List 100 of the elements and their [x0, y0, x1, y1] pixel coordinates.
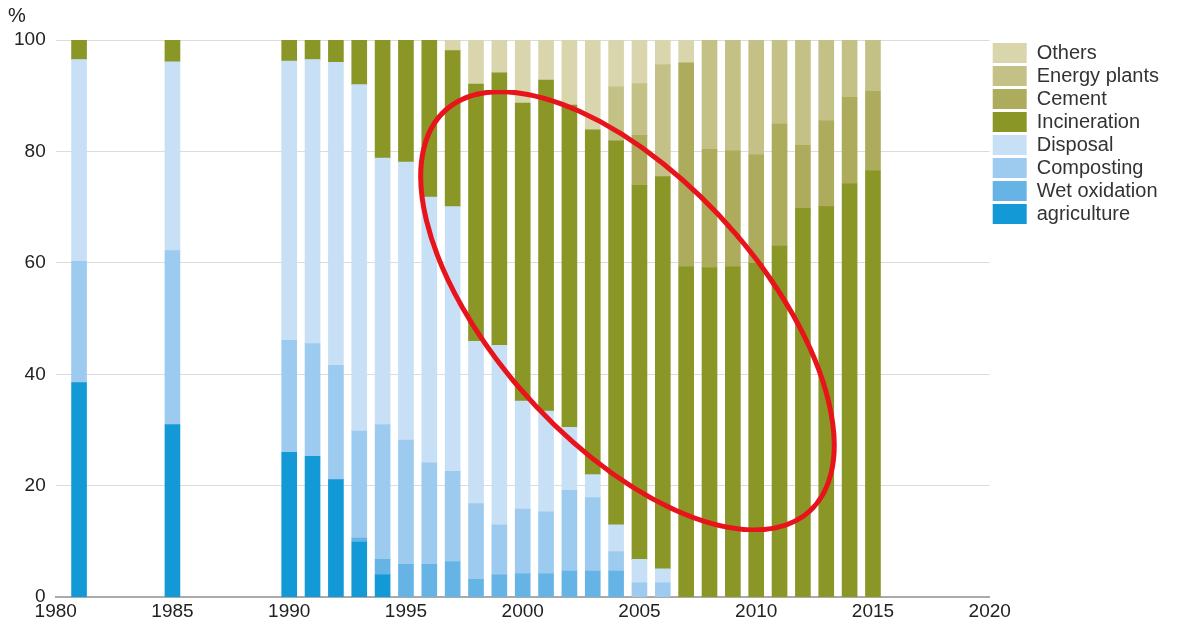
legend-label: Energy plants [1036, 63, 1159, 86]
bar [351, 541, 368, 598]
bar [468, 579, 484, 598]
legend-label: Disposal [1036, 132, 1114, 155]
bar [654, 64, 671, 177]
y-tick-label: 60 [24, 251, 46, 273]
bar [514, 40, 531, 104]
bar [818, 120, 835, 207]
bar [281, 340, 298, 453]
bar [491, 40, 508, 74]
legend-label: Composting [1036, 155, 1144, 178]
bar [514, 102, 531, 402]
bar [795, 207, 811, 598]
bar [654, 582, 671, 598]
legend-label: Wet oxidation [1036, 178, 1158, 201]
bar [351, 40, 368, 85]
bar [561, 40, 578, 106]
bar [351, 84, 368, 432]
bar [771, 245, 788, 598]
bar [701, 40, 718, 150]
bar [631, 558, 648, 584]
bar [538, 40, 554, 81]
bar [654, 568, 671, 584]
bar [491, 345, 508, 526]
x-tick-label: 2015 [851, 599, 895, 621]
bar [71, 59, 87, 262]
bar [281, 60, 298, 341]
bar [398, 439, 414, 565]
x-tick-label: 1985 [151, 599, 194, 621]
bar [71, 382, 87, 598]
legend-label: Incineration [1036, 109, 1141, 132]
x-tick-label: 2005 [618, 599, 661, 621]
y-tick-label: 20 [24, 473, 46, 495]
bar [468, 341, 484, 504]
bar [444, 50, 461, 207]
x-tick-label: 2010 [735, 599, 778, 621]
bar [468, 40, 484, 85]
bar [818, 206, 835, 598]
bar [164, 40, 181, 63]
bar [841, 97, 858, 185]
bar [584, 570, 601, 598]
bar [608, 140, 624, 526]
y-tick-label: 100 [14, 28, 46, 50]
y-tick-label: 40 [24, 362, 46, 384]
bar [421, 196, 438, 464]
bar [538, 410, 554, 513]
bar [491, 72, 508, 346]
bar [538, 573, 554, 598]
bar [841, 183, 858, 598]
bar [678, 40, 694, 64]
bar [304, 455, 321, 598]
bar [608, 40, 624, 88]
bar [374, 558, 391, 576]
bar [865, 170, 881, 598]
bar [561, 104, 578, 428]
bar [304, 343, 321, 457]
bar [398, 564, 414, 598]
bar [725, 266, 741, 598]
bar [491, 524, 508, 576]
y-axis-title: % [8, 3, 26, 26]
legend-label: agriculture [1036, 201, 1131, 224]
bar [468, 83, 484, 342]
bar [771, 40, 788, 125]
bar [351, 537, 368, 543]
bar [748, 263, 765, 598]
bar [304, 40, 321, 60]
bar [468, 503, 484, 580]
bar [608, 570, 624, 598]
bar [328, 40, 344, 63]
bar [561, 489, 578, 572]
bar [584, 497, 601, 572]
bar [444, 470, 461, 562]
bar [631, 40, 648, 84]
bar [725, 150, 741, 268]
bar [725, 40, 741, 152]
legend-label: Others [1036, 40, 1097, 63]
bar [164, 61, 181, 251]
bar [444, 561, 461, 598]
x-tick-label: 1995 [384, 599, 428, 621]
bar [654, 40, 671, 65]
bar [71, 260, 87, 384]
bar [631, 83, 648, 136]
bar [444, 206, 461, 472]
bar [678, 266, 694, 598]
bar [164, 250, 181, 425]
bar [374, 157, 391, 425]
x-tick-label: 2000 [501, 599, 544, 621]
bar [561, 570, 578, 598]
bar [374, 40, 391, 159]
bar [841, 40, 858, 98]
bar [584, 40, 601, 131]
bar [865, 40, 881, 92]
bar [608, 551, 624, 572]
bar [328, 365, 344, 480]
bar [71, 40, 87, 60]
bar [328, 61, 344, 366]
bar [538, 511, 554, 575]
bar [374, 574, 391, 598]
bar [304, 59, 321, 344]
bar [701, 267, 718, 598]
